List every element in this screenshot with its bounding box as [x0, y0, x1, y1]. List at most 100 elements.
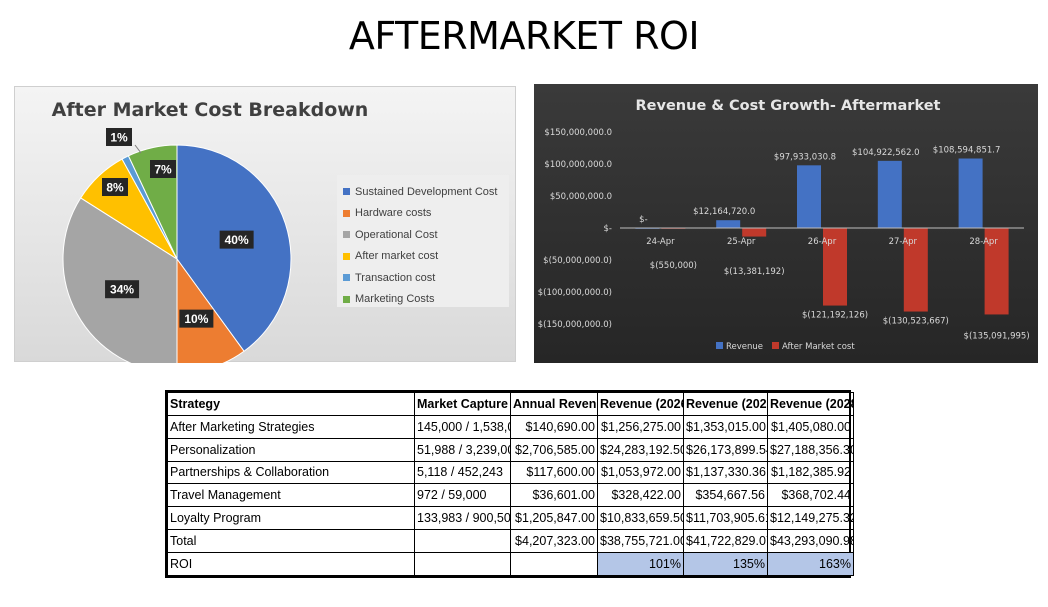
pie-legend-label: Sustained Development Cost: [355, 185, 498, 198]
x-tick-label: 28-Apr: [969, 237, 998, 247]
table-cell: Personalization: [167, 437, 415, 462]
table-cell: $2,706,585.00: [510, 437, 598, 462]
table-cell: $38,755,721.00: [597, 529, 684, 554]
table-cell: ROI: [167, 552, 415, 576]
pie-data-label: 40%: [219, 230, 254, 249]
table-cell: 163%: [767, 552, 854, 576]
pie-data-label: 10%: [179, 309, 214, 328]
revenue-bar: [877, 160, 902, 228]
table-cell: $1,182,385.92: [767, 460, 854, 485]
pie-chart-panel: 40% 10% 34% 8% 1% 7% After Market Cost Breakd…: [14, 86, 516, 363]
revenue-data-label: $-: [639, 215, 647, 225]
legend-swatch: [343, 252, 350, 260]
bar-legend-label: After Market cost: [782, 342, 855, 352]
table-cell: After Marketing Strategies: [167, 414, 415, 439]
legend-swatch: [343, 274, 350, 282]
table-cell: $1,256,275.00: [597, 414, 684, 439]
table-row: After Marketing Strategies 145,000 / 1,53…: [167, 414, 854, 439]
table-cell: $1,405,080.00: [767, 414, 854, 439]
pie-label-text: 10%: [184, 312, 208, 326]
table-row: Travel Management 972 / 59,000 $36,601.00 $…: [167, 483, 854, 508]
table-row: Total $4,207,323.00 $38,755,721.00 $41,722,…: [167, 529, 854, 554]
table-cell: $117,600.00: [510, 460, 598, 485]
table-cell: Partnerships & Collaboration: [167, 460, 415, 485]
roi-table-grid: Strategy Market Capture Annual Revenue R…: [167, 392, 854, 576]
pie-legend-item: Transaction cost: [343, 267, 509, 289]
y-tick-label: $(150,000,000.0): [538, 320, 612, 330]
table-cell: 145,000 / 1,538,000: [414, 414, 511, 439]
column-header: Revenue (2026): [597, 392, 684, 416]
cost-bar: [823, 228, 847, 306]
pie-legend: Sustained Development Cost Hardware cost…: [337, 175, 509, 307]
pie-label-text: 40%: [225, 233, 249, 247]
bar-chart-title: Revenue & Cost Growth- Aftermarket: [636, 98, 941, 114]
table-cell: 5,118 / 452,243: [414, 460, 511, 485]
pie-legend-label: Hardware costs: [355, 207, 432, 220]
pie-legend-item: After market cost: [343, 246, 509, 268]
table-cell: $1,137,330.36: [683, 460, 768, 485]
cost-bar: [984, 228, 1009, 315]
pie-label-box: [105, 280, 140, 299]
table-cell: $1,205,847.00: [510, 506, 598, 531]
revenue-data-label: $104,922,562.0: [852, 148, 920, 158]
table-cell: $41,722,829.07: [683, 529, 768, 554]
y-tick-label: $-: [604, 224, 612, 234]
cost-data-label: $(550,000): [650, 261, 697, 271]
pie-label-text: 7%: [154, 163, 172, 177]
legend-swatch: [343, 209, 350, 217]
bar-legend-label: Revenue: [726, 342, 763, 352]
table-cell: 101%: [597, 552, 684, 576]
revenue-bar: [797, 165, 821, 228]
table-cell: $140,690.00: [510, 414, 598, 439]
x-tick-label: 25-Apr: [727, 237, 756, 247]
pie-label-box: [102, 178, 128, 196]
pie-legend-label: Operational Cost: [355, 228, 438, 241]
pie-legend-label: Marketing Costs: [355, 293, 435, 306]
legend-swatch: [772, 342, 779, 349]
y-tick-label: $50,000,000.0: [550, 192, 612, 202]
table-cell: Travel Management: [167, 483, 415, 508]
pie-data-label: 1%: [106, 128, 132, 146]
cost-data-label: $(121,192,126): [802, 311, 868, 321]
x-tick-label: 26-Apr: [808, 237, 837, 247]
cost-data-label: $(135,091,995): [964, 331, 1030, 341]
legend-swatch: [343, 188, 350, 196]
table-cell: $43,293,090.98: [767, 529, 854, 554]
pie-legend-label: After market cost: [355, 250, 439, 263]
bar-chart-panel: Revenue & Cost Growth- Aftermarket $150,0…: [534, 84, 1038, 363]
table-cell: [510, 552, 598, 576]
table-cell: $1,053,972.00: [597, 460, 684, 485]
table-row: Partnerships & Collaboration 5,118 / 452,…: [167, 460, 854, 485]
table-cell: [414, 552, 511, 576]
pie-data-label: 7%: [150, 160, 176, 178]
revenue-bar: [958, 158, 983, 228]
pie-label-box: [106, 128, 132, 146]
revenue-data-label: $108,594,851.7: [933, 145, 1001, 155]
pie-leader-line: [134, 144, 142, 154]
table-cell: $10,833,659.50: [597, 506, 684, 531]
pie-legend-item: Marketing Costs: [343, 289, 509, 311]
pie-legend-item: Operational Cost: [343, 224, 509, 246]
table-cell: $328,422.00: [597, 483, 684, 508]
table-cell: $12,149,275.32: [767, 506, 854, 531]
bar-legend-item: Revenue: [716, 342, 763, 352]
table-cell: 135%: [683, 552, 768, 576]
table-cell: $4,207,323.00: [510, 529, 598, 554]
table-header-row: Strategy Market Capture Annual Revenue R…: [167, 392, 854, 416]
revenue-data-label: $97,933,030.8: [774, 152, 836, 162]
table-cell: $11,703,905.61: [683, 506, 768, 531]
pie-label-box: [219, 230, 254, 249]
pie-data-label: 8%: [102, 178, 128, 196]
pie-chart: 40% 10% 34% 8% 1% 7%: [62, 128, 292, 363]
bar-chart: Revenue & Cost Growth- Aftermarket $150,0…: [538, 98, 1030, 352]
pie-label-box: [150, 160, 176, 178]
cost-data-label: $(13,381,192): [724, 267, 785, 277]
pie-legend-item: Hardware costs: [343, 203, 509, 225]
bar-legend-item: After Market cost: [772, 342, 855, 352]
x-tick-label: 24-Apr: [646, 237, 675, 247]
pie-data-label: 34%: [105, 280, 140, 299]
table-cell: 51,988 / 3,239,000: [414, 437, 511, 462]
legend-swatch: [343, 231, 350, 239]
table-cell: $368,702.44: [767, 483, 854, 508]
table-row: ROI 101% 135% 163%: [167, 552, 854, 576]
